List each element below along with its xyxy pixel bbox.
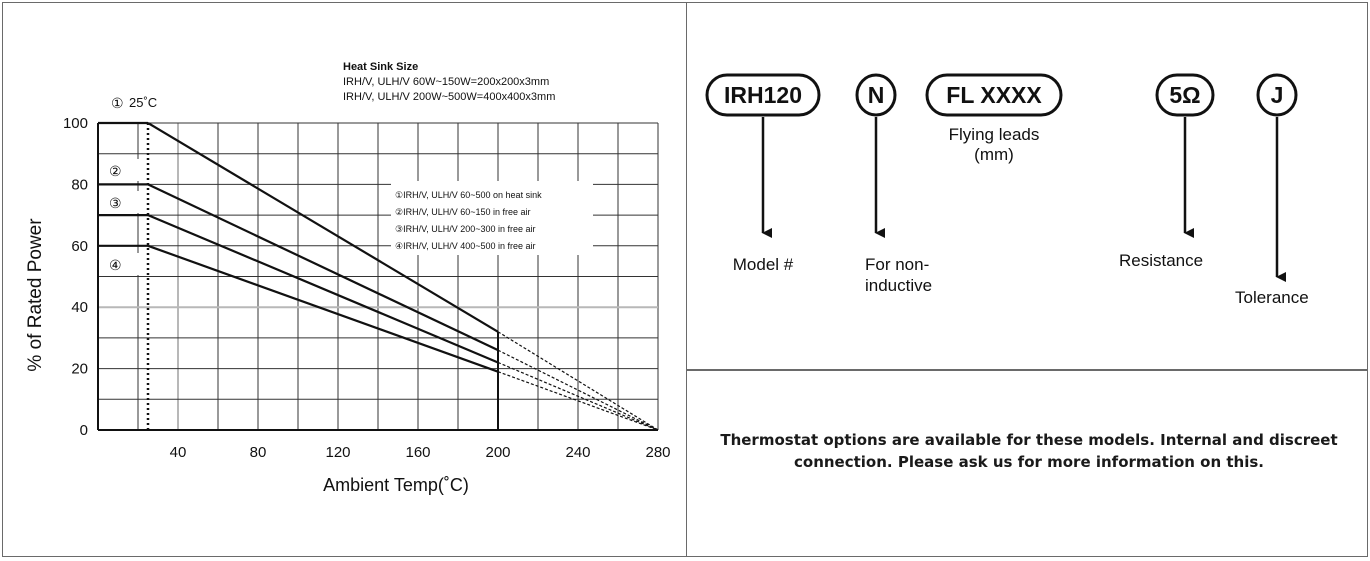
legend-entry-2: ②IRH/V, ULH/V 60~150 in free air bbox=[395, 207, 531, 217]
label-resistance: Resistance bbox=[1119, 251, 1203, 270]
thermostat-note: Thermostat options are available for the… bbox=[720, 431, 1338, 471]
label-noninductive-1: For non- bbox=[865, 255, 929, 274]
heat-sink-line-1: IRH/V, ULH/V 60W~150W=200x200x3mm bbox=[343, 76, 549, 88]
heat-sink-line-2: IRH/V, ULH/V 200W~500W=400x400x3mm bbox=[343, 91, 555, 103]
x-tick-label: 200 bbox=[485, 444, 510, 461]
chart-axes bbox=[97, 123, 658, 431]
code-pill-flying bbox=[925, 73, 1063, 117]
y-tick-label: 20 bbox=[71, 361, 88, 378]
label-flying-2: (mm) bbox=[974, 145, 1014, 164]
series-marker-3-bg bbox=[105, 191, 143, 213]
derating-chart-panel: 40 80 120 160 200 240 280 0 20 40 60 80 100 Heat Sin… bbox=[2, 2, 687, 557]
legend-box bbox=[391, 181, 593, 255]
y-tick-label: 100 bbox=[63, 115, 88, 132]
code-model: IRH120 bbox=[724, 82, 802, 108]
part-code-diagram: IRH120 N FL XXXX 5Ω J Flying leads (mm) … bbox=[705, 73, 1309, 307]
series-marker-4: ④ bbox=[109, 257, 122, 273]
label-tolerance: Tolerance bbox=[1235, 288, 1309, 307]
part-code-panel: IRH120 N FL XXXX 5Ω J Flying leads (mm) … bbox=[687, 2, 1368, 370]
chart-legend: ①IRH/V, ULH/V 60~500 on heat sink ②IRH/V… bbox=[391, 181, 593, 255]
series-3-extension bbox=[497, 361, 659, 431]
series-marker-2: ② bbox=[109, 163, 122, 179]
x-tick-label: 240 bbox=[565, 444, 590, 461]
y-tick-label: 40 bbox=[71, 299, 88, 316]
series-marker-2-bg bbox=[105, 159, 143, 181]
code-pill-tolerance bbox=[1256, 73, 1298, 117]
y-axis-label: % of Rated Power bbox=[25, 218, 46, 372]
legend-entry-3: ③IRH/V, ULH/V 200~300 in free air bbox=[395, 224, 536, 234]
series-1-line bbox=[147, 122, 499, 333]
x-tick-label: 80 bbox=[250, 444, 267, 461]
series-1-extension bbox=[497, 331, 659, 431]
series-3-line bbox=[147, 214, 499, 364]
thermostat-note-panel: Thermostat options are available for the… bbox=[687, 370, 1368, 557]
legend-entry-4: ④IRH/V, ULH/V 400~500 in free air bbox=[395, 241, 536, 251]
code-n: N bbox=[868, 82, 885, 108]
code-tolerance: J bbox=[1271, 82, 1284, 108]
series-marker-4-bg bbox=[105, 253, 143, 275]
x-tick-label: 160 bbox=[405, 444, 430, 461]
derating-chart: 40 80 120 160 200 240 280 0 20 40 60 80 100 Heat Sin… bbox=[25, 61, 671, 495]
chart-grid bbox=[98, 122, 659, 430]
x-tick-label: 280 bbox=[645, 444, 670, 461]
chart-series bbox=[98, 121, 659, 431]
x-tick-label: 40 bbox=[170, 444, 187, 461]
y-tick-label: 80 bbox=[71, 176, 88, 193]
y-tick-label: 60 bbox=[71, 238, 88, 255]
label-noninductive-2: inductive bbox=[865, 276, 932, 295]
chart-ticks: 40 80 120 160 200 240 280 0 20 40 60 80 100 bbox=[63, 115, 671, 461]
series-2-line bbox=[147, 183, 499, 352]
legend-entry-1: ①IRH/V, ULH/V 60~500 on heat sink bbox=[395, 190, 542, 200]
series-4-line bbox=[147, 244, 499, 373]
code-pill-n bbox=[855, 73, 897, 117]
y-tick-label: 0 bbox=[80, 422, 88, 439]
heat-sink-title: Heat Sink Size bbox=[343, 61, 418, 73]
series-4-extension bbox=[497, 371, 659, 431]
x-tick-label: 120 bbox=[325, 444, 350, 461]
series-marker-3: ③ bbox=[109, 195, 122, 211]
code-flying: FL XXXX bbox=[946, 82, 1042, 108]
x-axis-label: Ambient Temp(˚C) bbox=[323, 475, 469, 495]
code-pill-resistance bbox=[1155, 73, 1215, 117]
code-pill-model bbox=[705, 73, 821, 117]
knee-marker: ① bbox=[111, 95, 124, 111]
label-model: Model # bbox=[733, 255, 794, 274]
knee-label: 25˚C bbox=[129, 95, 157, 110]
label-flying-1: Flying leads bbox=[949, 125, 1040, 144]
code-resistance: 5Ω bbox=[1169, 82, 1200, 108]
